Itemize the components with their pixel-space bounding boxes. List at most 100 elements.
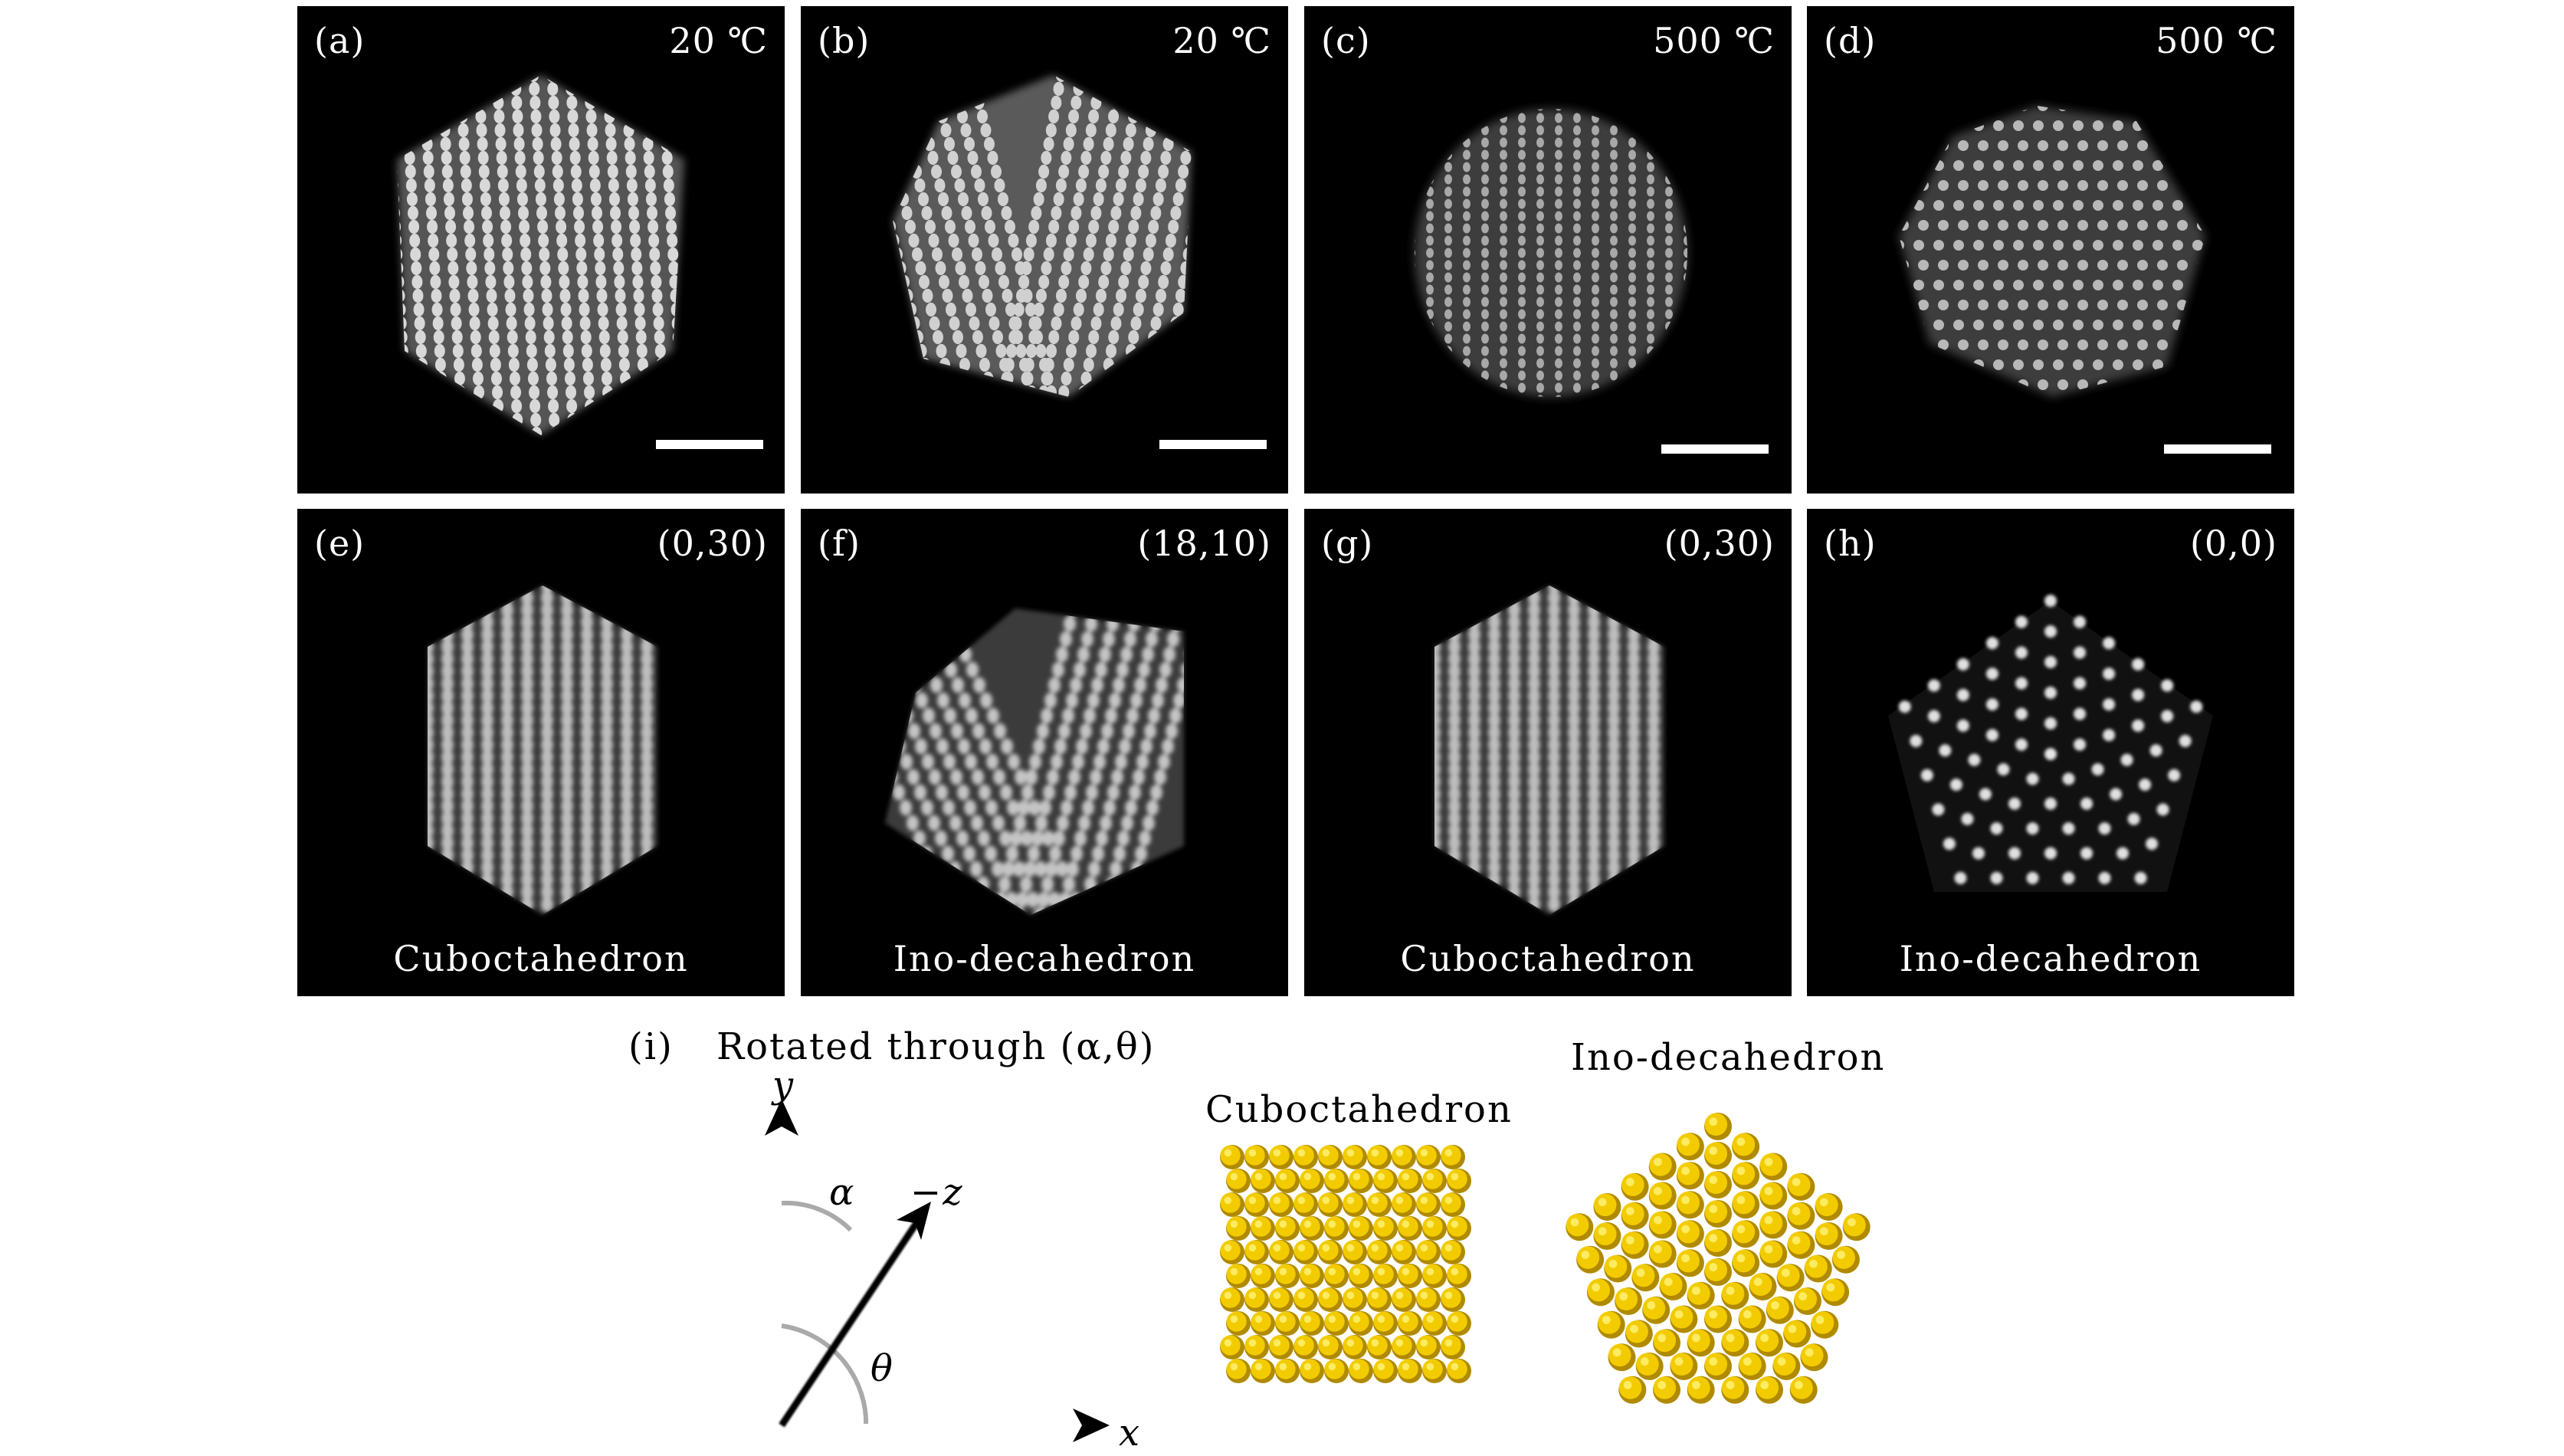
lattice-column-dot (1123, 723, 1135, 739)
lattice-column-dot (1408, 199, 1415, 209)
lattice-column-dot (1647, 382, 1654, 393)
orientation-label: (0,0) (2189, 523, 2277, 564)
lattice-column-dot (1100, 150, 1112, 166)
lattice-column-dot (904, 136, 915, 152)
lattice-column-dot (1426, 395, 1434, 397)
lattice-column-dot (1172, 302, 1184, 317)
lattice-column-dot (1628, 370, 1636, 381)
atom-column-dot (1932, 803, 1945, 816)
lattice-column-dot (1528, 884, 1540, 900)
lattice-column-dot (1555, 198, 1562, 209)
lattice-column-dot (603, 95, 615, 110)
lattice-column-dot (1051, 205, 1062, 221)
lattice-column-dot (1048, 219, 1060, 234)
lattice-column-dot (1536, 174, 1544, 185)
lattice-column-dot (654, 330, 665, 345)
lattice-column-dot (641, 602, 653, 618)
lattice-column-dot (561, 798, 573, 815)
lattice-column-dot (561, 871, 573, 888)
lattice-column-dot (1508, 663, 1520, 680)
lattice-column-dot (461, 638, 474, 655)
lattice-column-dot (1468, 859, 1480, 876)
lattice-column-dot (1058, 385, 1070, 397)
lattice-column-dot (986, 385, 997, 397)
lattice-column-dot (565, 75, 576, 83)
lattice-column-dot (510, 81, 522, 97)
lattice-column-dot (641, 896, 653, 913)
lattice-column-dot (593, 233, 605, 248)
lattice-column-dot (1145, 233, 1156, 248)
lattice-column-dot (1555, 125, 1562, 136)
lattice-column-dot (915, 261, 926, 276)
lattice-column-dot (951, 164, 962, 179)
lattice-column-dot (381, 68, 392, 82)
lattice-column-dot (1408, 101, 1415, 111)
lattice-column-dot (1508, 749, 1520, 766)
lattice-column-dot (1170, 205, 1182, 221)
lattice-column-dot (1058, 274, 1070, 290)
atom-highlight (1625, 1207, 1634, 1215)
atom-column-dot (2110, 788, 2123, 801)
lattice-column-dot (1573, 272, 1581, 283)
lattice-column-dot (1033, 738, 1045, 755)
lattice-column-dot (994, 723, 1006, 739)
lattice-column-dot (1056, 646, 1068, 663)
lattice-column-dot (428, 614, 434, 631)
lattice-column-dot (900, 123, 912, 138)
scale-bar (656, 440, 763, 449)
panel-label: (i) (628, 1025, 674, 1068)
lattice-column-dot (1098, 274, 1110, 290)
lattice-column-dot (1434, 736, 1441, 753)
atom-column-dot (2015, 707, 2028, 720)
lattice-column-dot (1665, 109, 1673, 111)
lattice-column-dot (594, 247, 605, 262)
z-axis (779, 1216, 923, 1428)
lattice-column-dot (492, 385, 503, 400)
lattice-column-dot (621, 700, 633, 717)
lattice-dot (2053, 240, 2064, 251)
lattice-column-dot (1051, 753, 1063, 770)
lattice-column-dot (1528, 736, 1540, 753)
lattice-column-dot (1426, 211, 1434, 221)
atom-highlight (1352, 1220, 1361, 1228)
lattice-column-dot (397, 205, 400, 221)
lattice-column-dot (1647, 186, 1654, 197)
lattice-column-dot (507, 330, 518, 345)
lattice-column-dot (581, 884, 593, 900)
lattice-column-dot (521, 810, 533, 827)
lattice-column-dot (604, 109, 615, 124)
lattice-column-dot (1058, 164, 1070, 179)
lattice-column-dot (625, 150, 636, 166)
lattice-column-dot (1080, 723, 1092, 739)
lattice-column-dot (1647, 137, 1654, 148)
lattice-column-dot (1548, 810, 1560, 827)
lattice-column-dot (530, 398, 541, 414)
lattice-column-dot (1103, 631, 1115, 648)
lattice-column-dot (501, 675, 513, 692)
lattice-column-dot (561, 675, 573, 692)
lattice-column-dot (924, 136, 935, 152)
lattice-dot (2137, 260, 2148, 271)
lattice-dot (2053, 320, 2064, 330)
atom-highlight (1736, 1166, 1746, 1176)
lattice-column-dot (1528, 585, 1540, 594)
lattice-dot (1933, 120, 1944, 131)
lattice-column-dot (1448, 871, 1461, 888)
lattice-column-dot (1648, 798, 1660, 815)
lattice-column-dot (1426, 382, 1434, 393)
lattice-column-dot (481, 761, 493, 778)
lattice-dot (2018, 106, 2028, 111)
lattice-dot (2018, 260, 2028, 271)
lattice-column-dot (1468, 773, 1480, 790)
lattice-column-dot (994, 178, 1005, 193)
lattice-dot (2133, 359, 2143, 370)
lattice-column-dot (1573, 174, 1581, 185)
atom-highlight (1346, 1149, 1355, 1157)
lattice-dot (1899, 240, 1904, 251)
lattice-column-dot (1536, 358, 1544, 369)
lattice-column-dot (1518, 235, 1526, 246)
lattice-column-dot (572, 192, 583, 207)
lattice-column-dot (1608, 749, 1620, 766)
lattice-column-dot (428, 810, 434, 827)
lattice-column-dot (1408, 224, 1415, 234)
